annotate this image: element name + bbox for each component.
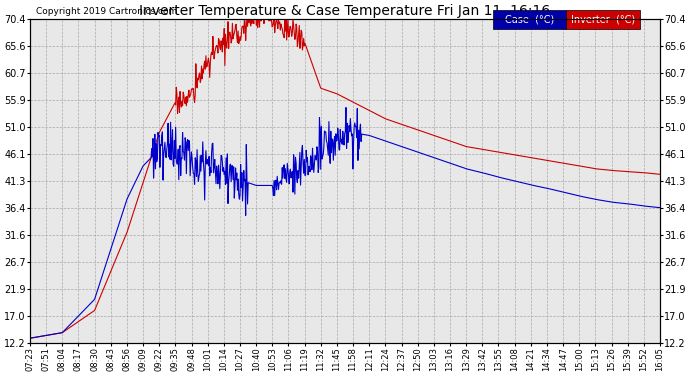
FancyBboxPatch shape <box>566 10 640 29</box>
Text: Case  (°C): Case (°C) <box>504 14 554 24</box>
Title: Inverter Temperature & Case Temperature Fri Jan 11  16:16: Inverter Temperature & Case Temperature … <box>139 4 551 18</box>
Text: Inverter  (°C): Inverter (°C) <box>571 14 635 24</box>
FancyBboxPatch shape <box>493 10 566 29</box>
Text: Copyright 2019 Cartronics.com: Copyright 2019 Cartronics.com <box>37 7 177 16</box>
